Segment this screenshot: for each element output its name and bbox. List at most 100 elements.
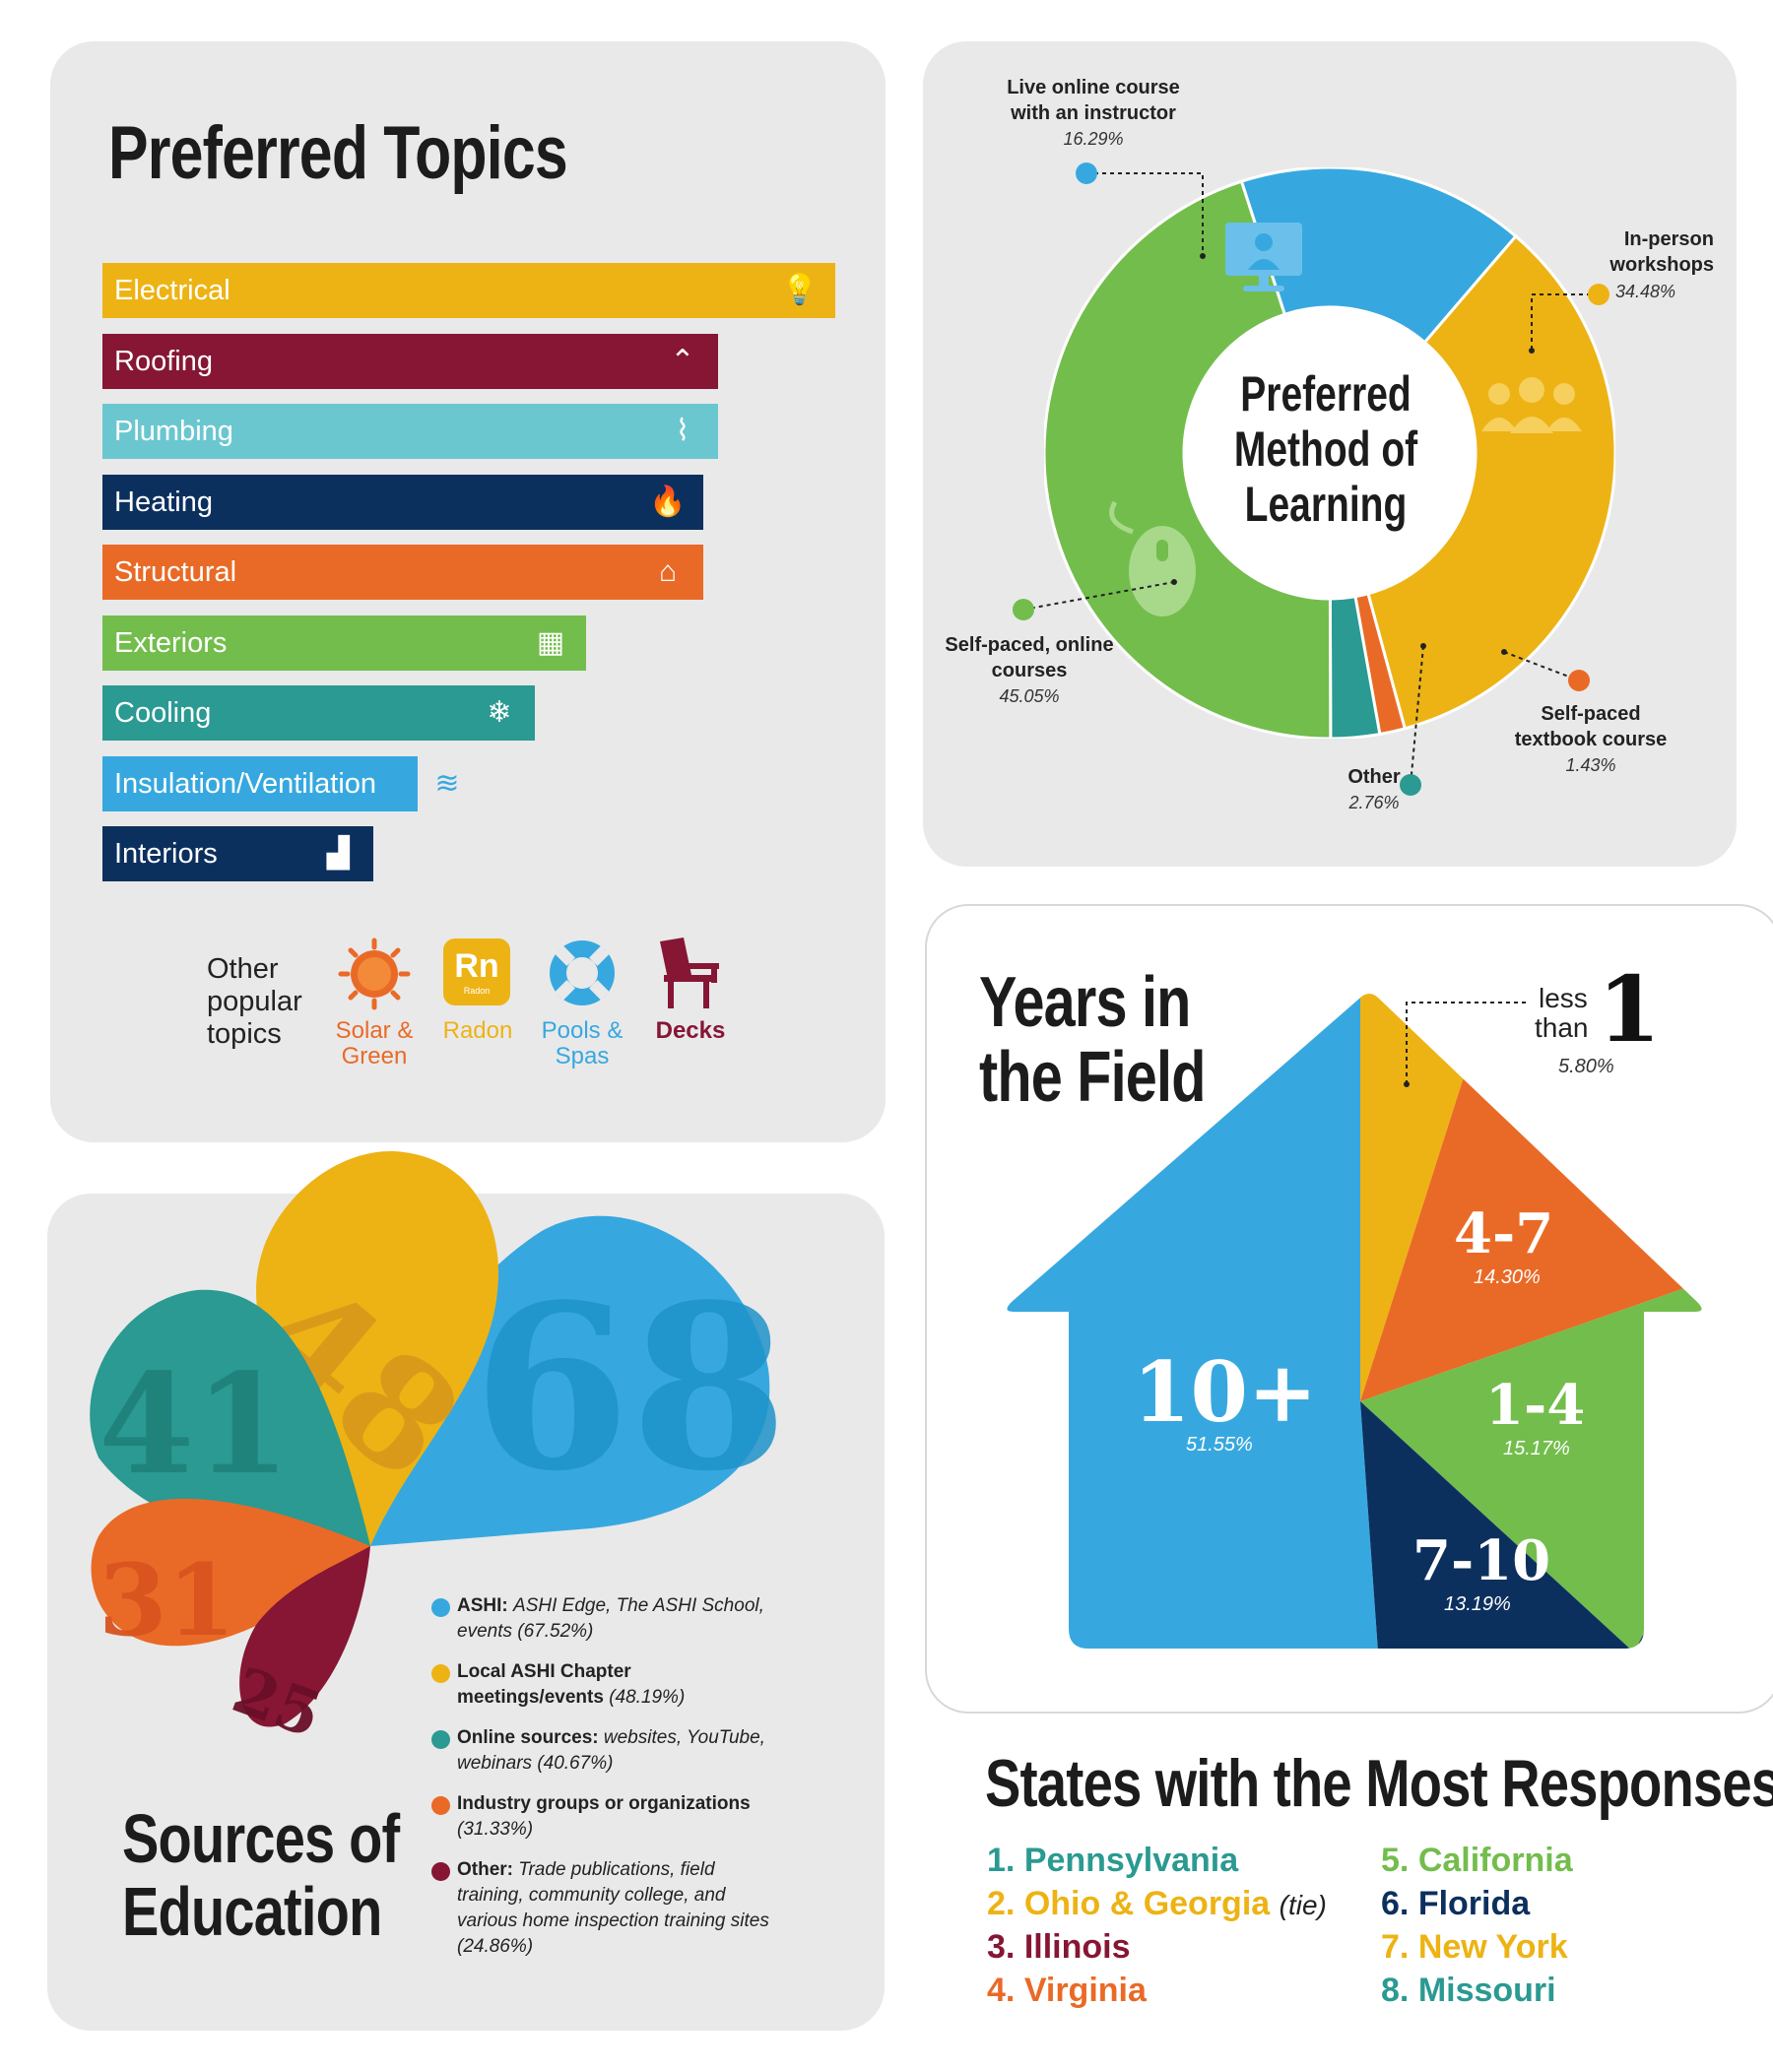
legend-item-industry: Industry groups or organizations (31.33%… [431,1791,782,1843]
mouse-icon [1109,500,1196,616]
radon-badge-sub: Radon [463,986,491,996]
state-rank: 1. [987,1842,1016,1879]
legend-text: ASHI Edge, The ASHI School, events (67.5… [457,1595,764,1642]
topic-bar: Insulation/Ventilation ≋ [102,755,459,811]
label-textbook: Self-paced textbook course 1.43% [1497,701,1684,778]
petal-online-number: 41 [98,1344,291,1506]
state-rank: 6. [1381,1885,1410,1922]
legend-bold: ASHI: [457,1595,508,1616]
label-in-person: In-person workshops [1556,227,1714,278]
label-7-10-pct: 13.19% [1444,1593,1511,1615]
petal-industry [91,1498,370,1647]
state-rank: 2. [987,1885,1016,1922]
label-10-plus: 10+ [1133,1343,1318,1441]
petal-other [239,1546,370,1727]
roof-icon: ⌃ [670,344,695,377]
snowflake-icon: ❄ [487,696,512,729]
state-item: 7. New York [1381,1928,1568,1967]
years-title-line: Years in [979,963,1191,1042]
label-1-4: 1-4 [1485,1373,1586,1438]
years-house-chart [1007,994,1702,1649]
state-item: 4. Virginia [987,1972,1147,2010]
state-name: Pennsylvania [1023,1842,1239,1879]
slice-less-than-1 [1360,994,1469,1401]
label-self-paced-online-name: Self-paced, online courses [945,634,1114,681]
stairs-icon: ▟ [326,837,350,870]
flame-icon: 🔥 [649,485,687,518]
deck-chair-icon [660,938,719,1008]
topic-bar: Cooling ❄ [102,685,535,741]
label-live-online: Live online course with an instructor 16… [985,75,1202,152]
learning-title-line: Learning [1244,477,1408,532]
topic-bar: Plumbing ⌇ [102,404,718,459]
state-item: 3. Illinois [987,1928,1131,1967]
legend-text: websites, YouTube, webinars (40.67%) [457,1727,765,1774]
education-petal-chart: 68 48 41 31 25 [90,1151,788,1753]
topic-bar: Interiors ▟ [102,826,374,881]
label-4-7: 4-7 [1454,1201,1554,1266]
lt1-number: 1 [1598,956,1662,1063]
legend-text: (48.19%) [609,1687,686,1708]
label-live-online-name: Live online course with an instructor [1007,77,1180,124]
state-item: 1. Pennsylvania [987,1842,1238,1880]
legend-item-chapter: Local ASHI Chapter meetings/events (48.1… [431,1659,782,1711]
topic-bar-label: Interiors [114,838,218,870]
legend-dot [431,1862,450,1881]
instructor-monitor-icon [1225,223,1302,291]
topic-bar-label: Exteriors [114,626,228,659]
petal-industry-number: 31 [98,1542,235,1658]
topic-bar: Heating 🔥 [102,474,704,530]
state-item: 6. Florida [1381,1885,1530,1923]
state-rank: 7. [1381,1928,1410,1966]
legend-dot [431,1664,450,1683]
sun-icon [338,938,411,1010]
radon-badge: Rn [454,947,499,985]
legend-text: Trade publications, field training, comm… [457,1859,769,1957]
house-structure-icon: ⌂ [659,555,678,588]
legend-bold: Industry groups or organizations [457,1793,751,1814]
topic-bar: Exteriors ▦ [102,615,587,671]
petal-ashi-number: 68 [473,1256,788,1522]
state-rank: 4. [987,1972,1016,2009]
topic-bar-label: Cooling [114,697,212,729]
state-rank: 5. [1381,1842,1410,1879]
states-title: States with the Most Responses [985,1746,1773,1821]
state-name: Virginia [1023,1972,1147,2009]
label-7-10: 7-10 [1412,1528,1551,1593]
preferred-topics-title: Preferred Topics [108,111,568,195]
petal-online [90,1289,370,1549]
state-name: Ohio & Georgia [1023,1885,1271,1922]
slice-10-plus [1007,994,1388,1649]
topic-bar: Structural ⌂ [102,545,704,600]
label-live-online-pct: 16.29% [1063,129,1124,149]
label-textbook-name: Self-paced textbook course [1514,703,1668,750]
state-name: Florida [1417,1885,1531,1922]
learning-title-line: Preferred [1240,366,1412,421]
education-title: Sources of Education [122,1802,469,1948]
label-self-paced-online: Self-paced, online courses 45.05% [941,632,1118,709]
slice-7-10 [1360,1401,1702,1649]
label-other-name: Other [1347,766,1401,788]
legend-dot [431,1598,450,1617]
window-icon: ▦ [536,625,565,659]
learning-callouts [1013,162,1609,796]
lt1-pct: 5.80% [1558,1056,1614,1077]
label-in-person-name: In-person workshops [1609,228,1714,276]
education-title-line: Education [122,1873,382,1950]
other-topic-label: Radon [442,1017,513,1044]
lt1-word2: than [1535,1012,1589,1043]
group-people-icon [1481,377,1582,433]
label-in-person-pct: 34.48% [1615,282,1676,301]
topic-bar-label: Insulation/Ventilation [114,767,377,800]
label-other-pct: 2.76% [1348,793,1400,812]
state-name: New York [1417,1928,1568,1966]
label-4-7-pct: 14.30% [1474,1266,1541,1288]
other-topics-label: Other popular topics [207,953,302,1050]
other-topic-label: Solar & Green [335,1017,414,1069]
legend-text: (31.33%) [457,1819,534,1840]
learning-title: Preferred Method of Learning [1178,366,1474,532]
label-textbook-pct: 1.43% [1565,755,1616,775]
legend-item-other: Other: Trade publications, field trainin… [431,1857,782,1960]
pipe-icon: ⌇ [675,415,690,447]
topic-bar-label: Electrical [114,275,230,306]
